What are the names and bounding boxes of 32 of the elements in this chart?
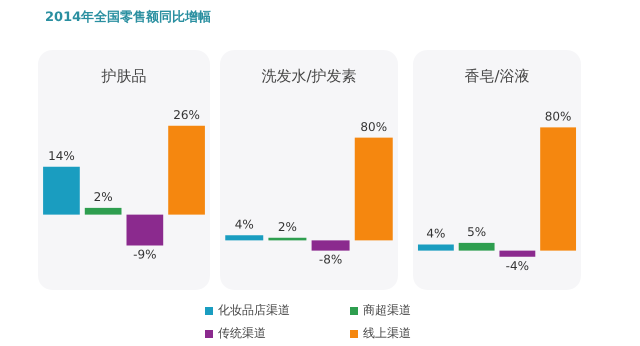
legend-label: 商超渠道 <box>363 302 411 319</box>
bar <box>499 250 536 257</box>
bar <box>268 238 306 240</box>
chart-title: 洗发水/护发素 <box>261 66 357 85</box>
bar <box>354 138 393 240</box>
data-label: -8% <box>318 252 342 267</box>
data-label: 5% <box>467 225 486 240</box>
legend-label: 化妆品店渠道 <box>218 302 290 319</box>
bar <box>225 235 264 240</box>
data-label: 2% <box>94 190 113 204</box>
bar <box>43 166 80 215</box>
data-label: -9% <box>133 248 157 262</box>
bar <box>458 242 495 251</box>
data-label: 14% <box>48 148 75 163</box>
legend-label: 线上渠道 <box>363 325 411 342</box>
data-label: 2% <box>278 220 297 234</box>
data-label: 4% <box>426 226 446 241</box>
bar <box>126 214 164 246</box>
data-label: 80% <box>544 110 572 124</box>
chart-title: 香皂/浴液 <box>464 66 530 85</box>
text: 2014年全国零售额同比增幅 <box>45 8 212 26</box>
legend-label: 传统渠道 <box>218 325 266 342</box>
data-label: 4% <box>234 217 254 232</box>
data-label: 26% <box>173 108 200 122</box>
bar <box>84 208 122 215</box>
data-label: -4% <box>506 258 530 273</box>
chart-title: 护肤品 <box>100 66 146 85</box>
data-label: 80% <box>360 120 388 134</box>
bar <box>312 240 350 251</box>
bar <box>168 126 205 215</box>
bar <box>418 244 454 251</box>
bar <box>540 127 576 251</box>
